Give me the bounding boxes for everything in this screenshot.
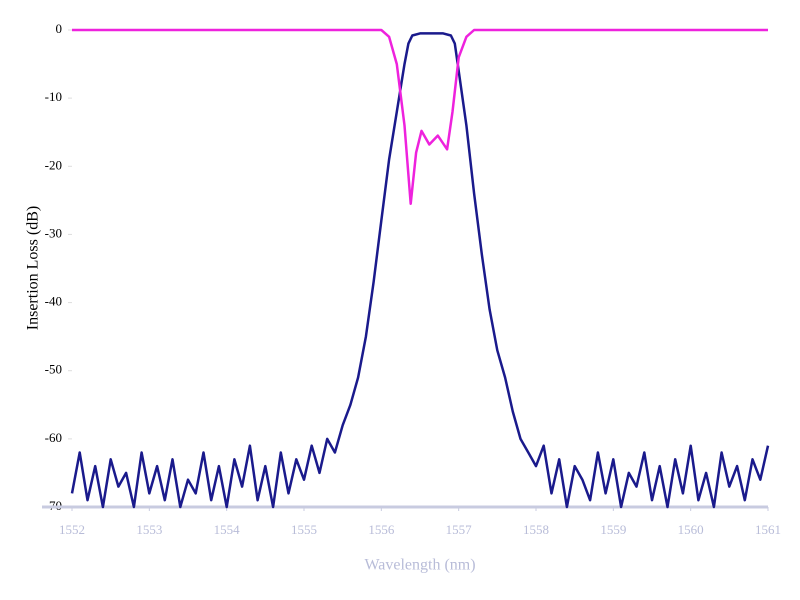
x-tick-label: 1552 (59, 522, 85, 537)
y-tick-label: -10 (45, 89, 62, 104)
x-tick-label: 1558 (523, 522, 549, 537)
series-line (70, 32, 770, 509)
x-tick-label: 1555 (291, 522, 317, 537)
y-axis-label: Insertion Loss (dB) (25, 206, 42, 330)
x-tick-label: 1553 (136, 522, 162, 537)
y-tick-label: -60 (45, 430, 62, 445)
x-tick-label: 1554 (214, 522, 241, 537)
x-tick-label: 1556 (368, 522, 395, 537)
x-tick-label: 1559 (600, 522, 626, 537)
x-tick-label: 1560 (678, 522, 704, 537)
y-tick-label: -30 (45, 225, 62, 240)
y-tick-label: -70 (45, 498, 62, 513)
y-tick-label: -50 (45, 362, 62, 377)
x-axis-label: Wavelength (nm) (364, 557, 475, 574)
y-tick-label: -40 (45, 294, 62, 309)
x-tick-label: 1557 (446, 522, 473, 537)
y-tick-label: 0 (56, 21, 63, 36)
x-tick-label: 1561 (755, 522, 781, 537)
series-line (72, 28, 768, 206)
y-tick-label: -20 (45, 157, 62, 172)
